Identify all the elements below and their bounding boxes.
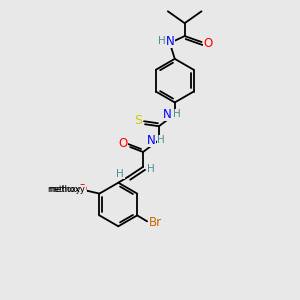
Text: N: N bbox=[163, 108, 171, 121]
Text: O: O bbox=[77, 183, 86, 196]
Text: methoxy: methoxy bbox=[47, 185, 80, 194]
Text: N: N bbox=[147, 134, 155, 147]
Text: H: H bbox=[116, 169, 124, 179]
Text: H: H bbox=[157, 135, 165, 145]
Text: H: H bbox=[173, 109, 181, 119]
Text: N: N bbox=[165, 34, 174, 47]
Text: methoxy: methoxy bbox=[48, 185, 85, 194]
Text: H: H bbox=[158, 36, 166, 46]
Text: H: H bbox=[147, 164, 155, 174]
Text: O: O bbox=[204, 38, 213, 50]
Text: O: O bbox=[118, 136, 128, 150]
Text: S: S bbox=[134, 114, 142, 127]
Text: Br: Br bbox=[148, 216, 162, 229]
